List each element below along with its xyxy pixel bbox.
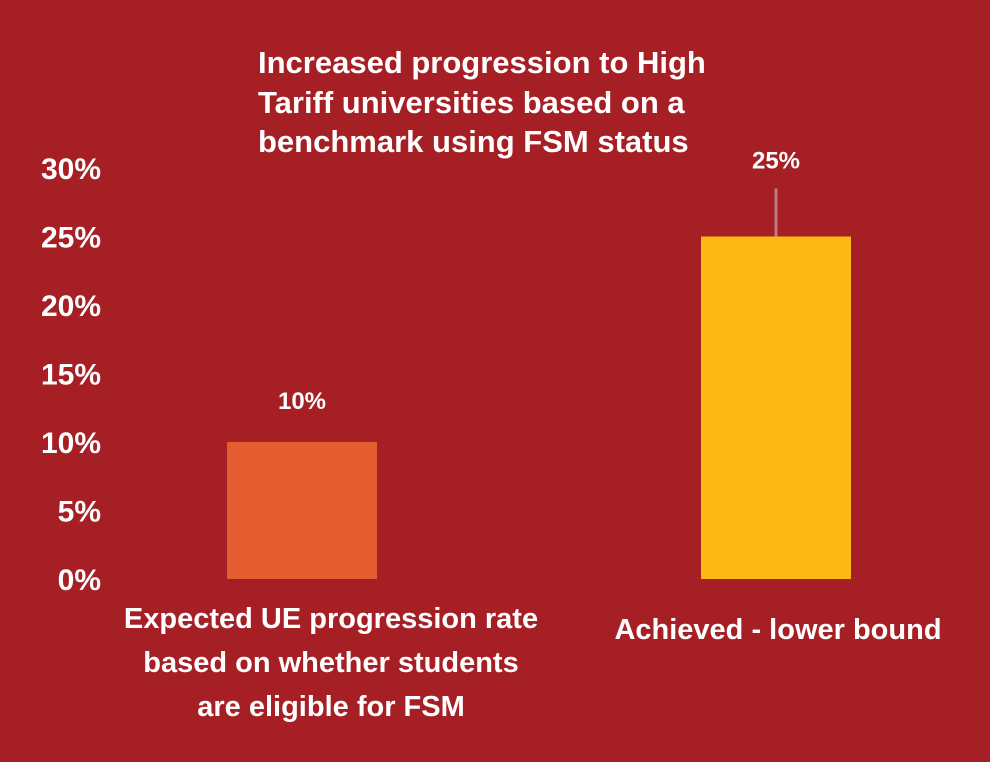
y-tick-label: 25% bbox=[41, 222, 101, 255]
x-category-label: Expected UE progression rate bbox=[124, 603, 538, 635]
x-category-label: Achieved - lower bound bbox=[614, 614, 941, 646]
bar bbox=[227, 442, 377, 579]
data-label: 10% bbox=[278, 388, 326, 415]
bar bbox=[701, 236, 851, 579]
y-tick-label: 0% bbox=[58, 564, 101, 597]
data-label: 25% bbox=[752, 148, 800, 175]
y-tick-label: 5% bbox=[58, 496, 101, 529]
y-tick-label: 20% bbox=[41, 290, 101, 323]
chart-title-line: benchmark using FSM status bbox=[258, 124, 689, 159]
x-category-label: are eligible for FSM bbox=[197, 691, 465, 723]
y-tick-label: 15% bbox=[41, 359, 101, 392]
chart-title-line: Tariff universities based on a bbox=[258, 85, 685, 120]
y-tick-label: 10% bbox=[41, 427, 101, 460]
x-category-label: based on whether students bbox=[143, 647, 518, 679]
y-tick-label: 30% bbox=[41, 153, 101, 186]
chart-title-line: Increased progression to High bbox=[258, 45, 706, 80]
